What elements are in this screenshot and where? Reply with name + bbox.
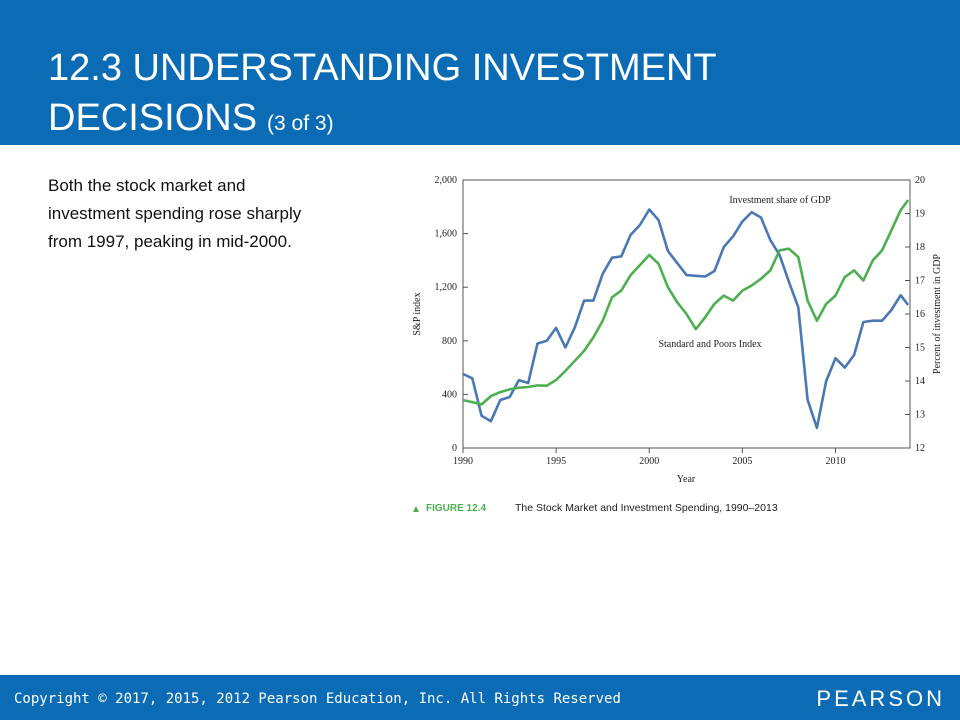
y-tick-label: 800 bbox=[442, 336, 457, 347]
body-text: from 1997, peaking in mid-2000. bbox=[48, 232, 292, 251]
y2-tick-label: 12 bbox=[915, 443, 925, 454]
y-tick-label: 400 bbox=[442, 389, 457, 400]
figure-label: FIGURE 12.4 bbox=[426, 503, 486, 514]
x-axis-label: Year bbox=[677, 474, 696, 485]
body-text: investment spending rose sharply bbox=[48, 204, 302, 223]
title-suffix: (3 of 3) bbox=[267, 112, 334, 135]
y2-tick-label: 18 bbox=[915, 242, 925, 253]
y2-tick-label: 15 bbox=[915, 343, 925, 354]
caption-marker bbox=[413, 506, 419, 512]
y-tick-label: 0 bbox=[452, 443, 457, 454]
header-band bbox=[0, 0, 960, 145]
y2-tick-label: 14 bbox=[915, 376, 925, 387]
y-tick-label: 2,000 bbox=[435, 175, 458, 186]
y-axis-label: S&P index bbox=[412, 292, 423, 335]
x-tick-label: 2010 bbox=[826, 456, 846, 467]
series-line bbox=[462, 199, 910, 406]
copyright: Copyright © 2017, 2015, 2012 Pearson Edu… bbox=[14, 691, 621, 707]
y2-tick-label: 13 bbox=[915, 410, 925, 421]
x-tick-label: 1990 bbox=[453, 456, 473, 467]
footer-band bbox=[0, 675, 960, 720]
y-tick-label: 1,600 bbox=[435, 229, 458, 240]
title-text: DECISIONS bbox=[48, 97, 257, 139]
x-tick-label: 1995 bbox=[546, 456, 566, 467]
annotation: Standard and Poors Index bbox=[658, 339, 761, 350]
body-text: Both the stock market and bbox=[48, 176, 246, 195]
x-tick-label: 2000 bbox=[639, 456, 659, 467]
logo: PEARSON bbox=[816, 686, 945, 711]
series-line bbox=[462, 208, 910, 430]
y2-tick-label: 16 bbox=[915, 309, 925, 320]
y2-axis-label: Percent of investment in GDP bbox=[932, 254, 943, 374]
slide-title: DECISIONS (3 of 3) bbox=[48, 97, 334, 139]
y2-tick-label: 19 bbox=[915, 209, 925, 220]
slide-title: 12.3 UNDERSTANDING INVESTMENT bbox=[48, 47, 717, 89]
annotation: Investment share of GDP bbox=[729, 195, 831, 206]
caption: The Stock Market and Investment Spending… bbox=[515, 502, 778, 514]
y2-tick-label: 20 bbox=[915, 175, 925, 186]
y2-tick-label: 17 bbox=[915, 276, 925, 287]
x-tick-label: 2005 bbox=[732, 456, 752, 467]
y-tick-label: 1,200 bbox=[435, 282, 458, 293]
